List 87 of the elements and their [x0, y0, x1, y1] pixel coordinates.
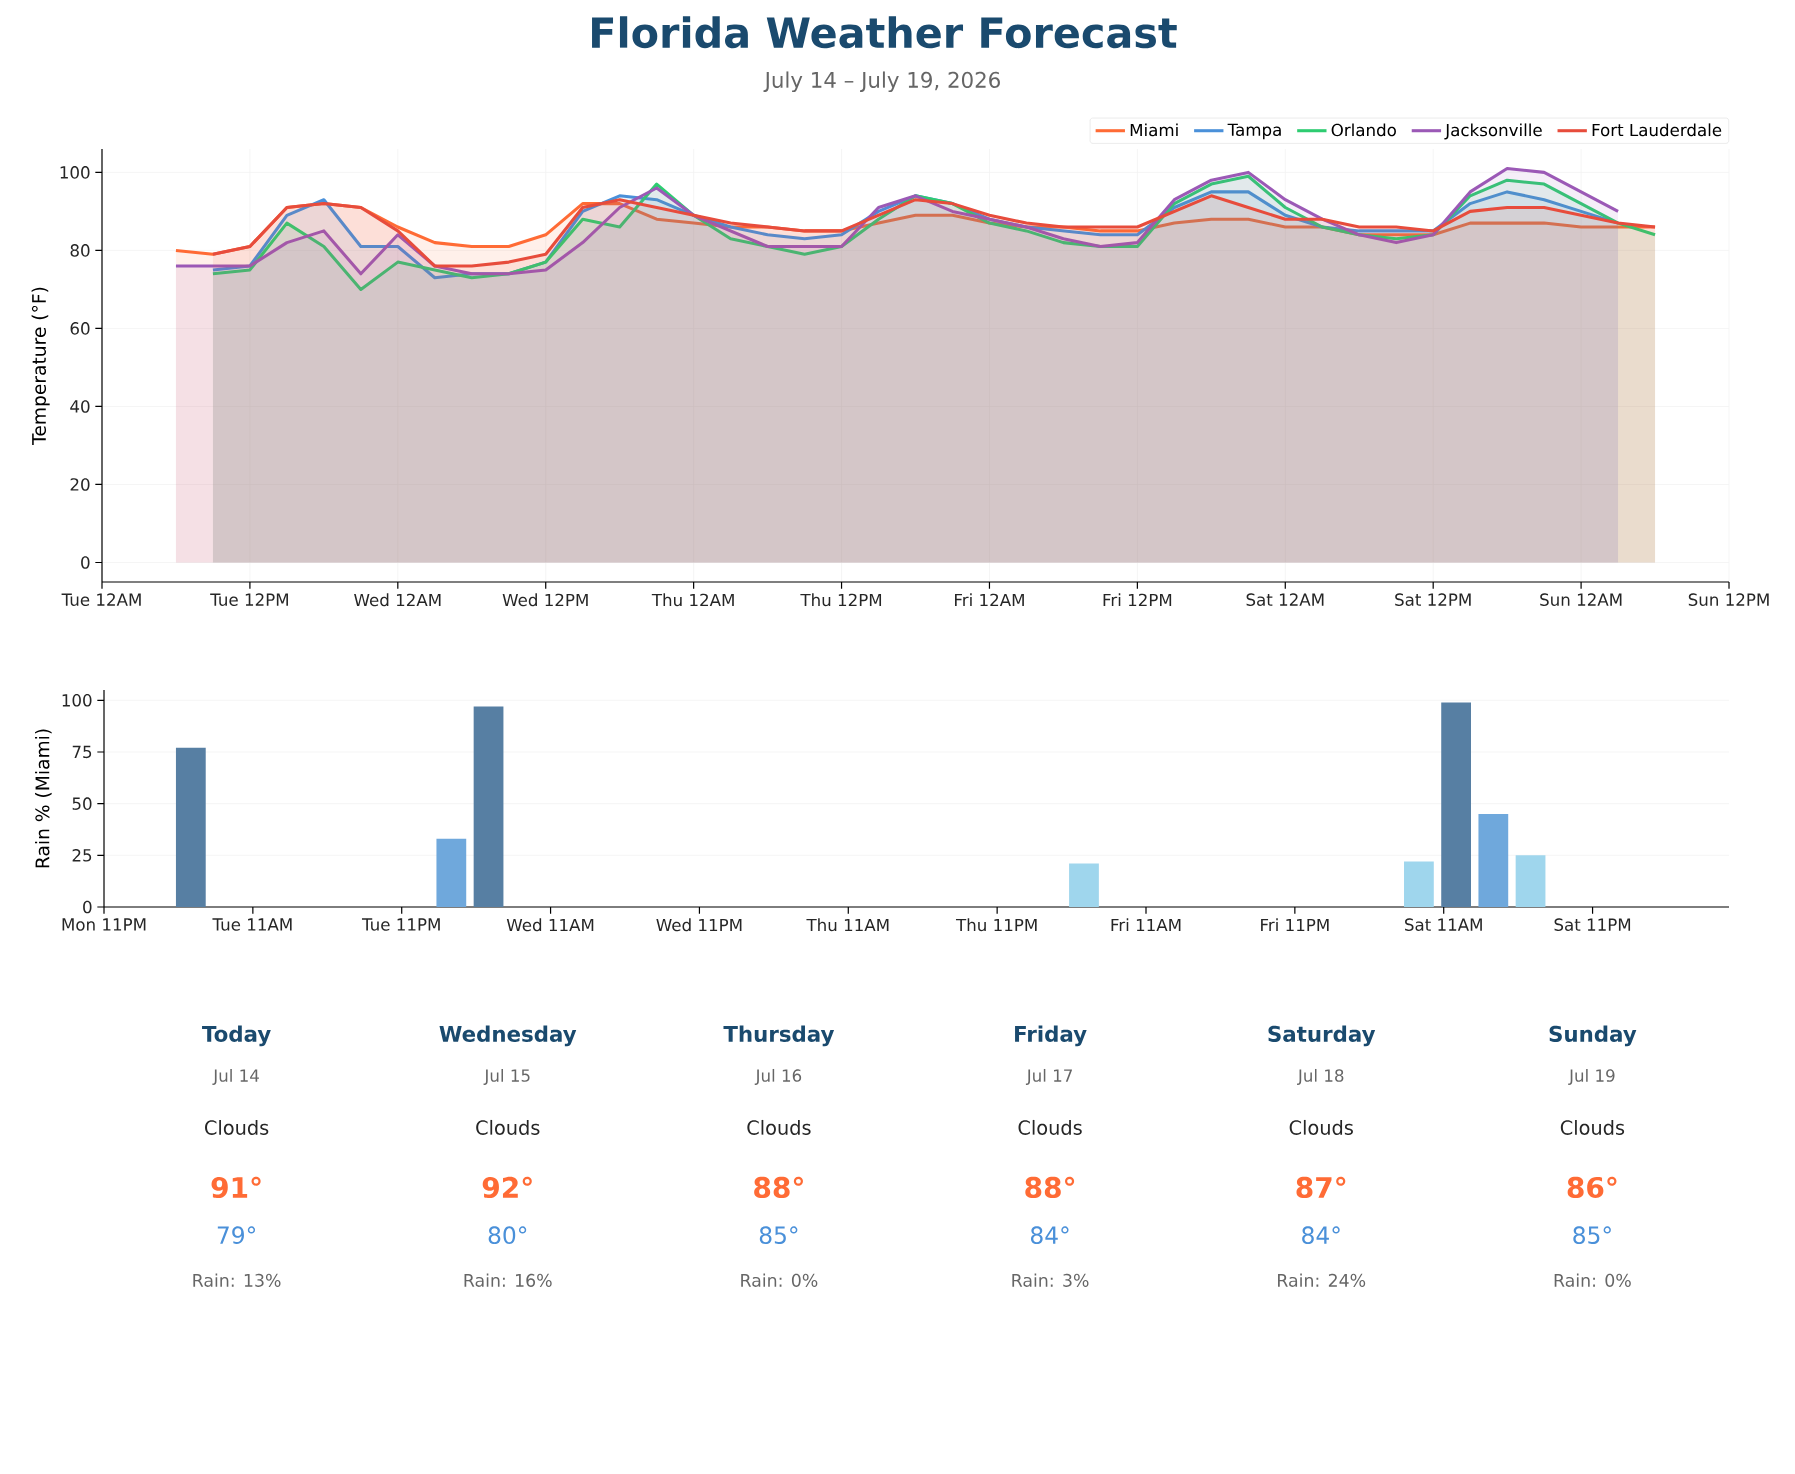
x-tick-label: Wed 11AM — [506, 918, 594, 932]
legend-label: Tampa — [1227, 123, 1281, 140]
category-label: Thursday — [723, 1025, 835, 1047]
text: 84° — [1030, 1226, 1069, 1244]
x-tick-label: Thu 12AM — [651, 593, 734, 607]
category-label: Friday — [1015, 1025, 1087, 1047]
category-label: Saturday — [1268, 1025, 1376, 1047]
y-tick-label: 100 — [60, 166, 90, 179]
text: 85° — [759, 1226, 798, 1244]
text: Clouds — [205, 1119, 269, 1135]
x-tick-label: Fri 12AM — [955, 593, 1024, 607]
text: Clouds — [1560, 1119, 1625, 1135]
text: Clouds — [1018, 1119, 1082, 1135]
x-tick-label: Tue 12PM — [210, 593, 288, 606]
x-tick-label: Thu 12PM — [800, 593, 882, 607]
bar — [1069, 863, 1099, 907]
y-tick-label: 25 — [72, 849, 92, 862]
text: 84° — [1302, 1226, 1340, 1244]
text: 88° — [1025, 1176, 1075, 1199]
x-tick-label: Fri 11AM — [1111, 918, 1181, 932]
y-tick-label: 0 — [83, 900, 92, 914]
x-tick-label: Sat 12AM — [1246, 593, 1324, 606]
text: Jul 16 — [754, 1068, 802, 1085]
text: Jul 18 — [1297, 1068, 1344, 1085]
x-tick-label: Wed 12AM — [354, 593, 441, 607]
text: 92° — [482, 1176, 532, 1199]
x-tick-label: Wed 11PM — [656, 918, 742, 932]
text: Clouds — [747, 1119, 811, 1135]
text: 88° — [754, 1176, 803, 1199]
legend-label: Fort Lauderdale — [1592, 123, 1722, 137]
bar — [1441, 702, 1471, 907]
category-label: Sunday — [1549, 1025, 1637, 1047]
category-label: Today — [202, 1025, 271, 1047]
text: Jul 14 — [212, 1068, 259, 1085]
y-tick-label: 20 — [70, 478, 90, 491]
text: Clouds — [476, 1119, 540, 1135]
text: Rain: 0% — [741, 1273, 818, 1287]
legend-label: Orlando — [1331, 123, 1396, 137]
x-tick-label: Sat 12PM — [1395, 593, 1471, 606]
text: Jul 19 — [1568, 1068, 1615, 1085]
legend-label: Jacksonville — [1444, 123, 1542, 140]
legend-label: Miami — [1130, 123, 1178, 137]
bar — [1478, 813, 1509, 907]
bar — [473, 706, 504, 907]
x-tick-label: Wed 12PM — [502, 593, 588, 607]
y-tick-label: 100 — [62, 694, 92, 707]
x-tick-label: Tue 11AM — [212, 918, 292, 931]
text: 86° — [1567, 1176, 1617, 1199]
bar — [175, 747, 206, 907]
y-axis-title: Temperature (°F) — [31, 287, 50, 445]
y-tick-label: 60 — [70, 322, 90, 335]
x-tick-label: Tue 11PM — [361, 918, 440, 931]
x-tick-label: Mon 11PM — [62, 918, 146, 931]
text: Rain: 13% — [193, 1273, 281, 1287]
text: Rain: 16% — [464, 1273, 552, 1287]
x-tick-label: Thu 11AM — [806, 918, 889, 932]
x-tick-label: Sun 12PM — [1688, 593, 1769, 606]
x-tick-label: Tue 12AM — [61, 593, 141, 606]
text: 85° — [1573, 1226, 1611, 1244]
bar — [436, 838, 467, 907]
chart-title: Florida Weather Forecast — [592, 16, 1177, 49]
text: Rain: 3% — [1012, 1273, 1089, 1287]
y-tick-label: 80 — [70, 244, 90, 257]
x-tick-label: Fri 12PM — [1103, 593, 1172, 607]
text: Jul 15 — [483, 1068, 530, 1085]
text: 80° — [488, 1226, 527, 1244]
y-tick-label: 50 — [72, 797, 92, 810]
bar — [1404, 861, 1434, 907]
x-tick-label: Fri 11PM — [1261, 918, 1329, 932]
text: 87° — [1296, 1176, 1346, 1199]
y-tick-label: 0 — [81, 556, 90, 569]
x-tick-label: Thu 11PM — [955, 918, 1037, 932]
x-tick-label: Sun 12AM — [1540, 593, 1622, 606]
bar — [1515, 855, 1546, 907]
category-label: Wednesday — [439, 1025, 577, 1047]
y-tick-label: 40 — [70, 400, 90, 413]
text: Rain: 0% — [1554, 1273, 1631, 1287]
x-tick-label: Sat 11AM — [1405, 918, 1482, 931]
text: 79° — [217, 1226, 256, 1244]
y-tick-label: 75 — [72, 745, 92, 759]
y-axis-title: Rain % (Miami) — [35, 729, 52, 868]
text: Clouds — [1289, 1119, 1353, 1135]
x-tick-label: Sat 11PM — [1554, 918, 1631, 931]
text: Rain: 24% — [1278, 1273, 1366, 1287]
text: 91° — [211, 1176, 261, 1199]
text: Jul 17 — [1025, 1068, 1072, 1085]
chart-subtitle: July 14 – July 19, 2026 — [763, 71, 1000, 93]
